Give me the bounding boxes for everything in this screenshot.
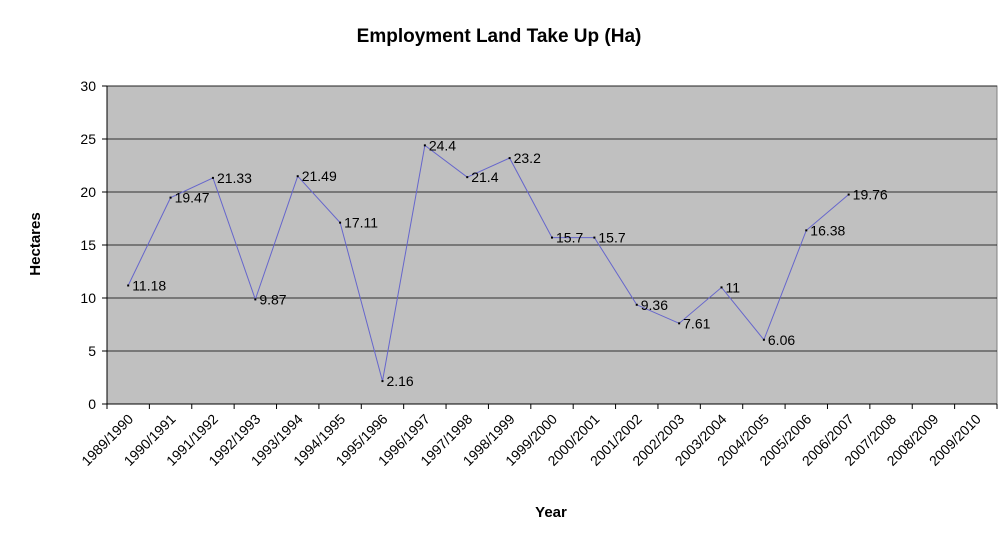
series-line [127,144,849,382]
data-point [805,229,808,232]
data-point [211,176,214,179]
data-point [635,303,638,306]
data-label: 19.47 [175,190,210,206]
data-label: 15.7 [556,230,583,246]
data-point [593,236,596,239]
data-point [169,196,172,199]
data-label: 16.38 [810,222,845,238]
data-point [466,176,469,179]
y-tick-label: 15 [80,237,96,253]
data-point [296,175,299,178]
data-label: 17.11 [344,215,378,231]
data-label: 6.06 [768,332,795,348]
y-tick-label: 20 [80,184,96,200]
plot-area: 0510152025301989/19901990/19911991/19921… [78,78,998,469]
data-label: 11 [726,279,741,295]
data-label: 9.36 [641,297,668,313]
data-label: 21.49 [302,168,337,184]
y-tick-label: 30 [80,78,96,94]
data-label: 21.33 [217,170,252,186]
chart-title: Employment Land Take Up (Ha) [357,26,642,47]
data-point [423,144,426,147]
data-label: 7.61 [683,315,710,331]
data-label: 11.18 [132,277,166,293]
data-label: 19.76 [853,187,888,203]
data-label: 2.16 [386,373,413,389]
data-label: 21.4 [471,169,498,185]
data-label: 15.7 [598,230,625,246]
data-label: 23.2 [514,150,541,166]
data-point [762,338,765,341]
y-tick-label: 10 [80,290,96,306]
y-tick-label: 5 [88,343,96,359]
data-label: 9.87 [259,291,286,307]
data-point [678,322,681,325]
data-point [551,236,553,239]
data-label: 24.4 [429,137,456,153]
y-axis-title: Hectares [27,212,44,275]
data-point [127,284,130,287]
data-point [381,380,384,383]
data-point [847,193,850,196]
data-point [254,298,257,301]
data-point [508,157,511,160]
data-point [720,286,723,289]
data-point [339,221,342,224]
y-tick-label: 0 [88,396,96,412]
x-axis-title: Year [535,504,567,521]
y-tick-label: 25 [80,131,96,147]
